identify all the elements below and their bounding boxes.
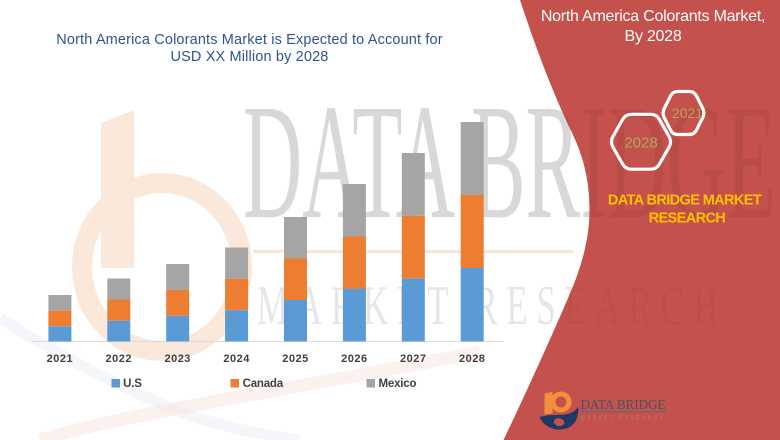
svg-text:2025: 2025: [282, 353, 308, 365]
svg-text:2021: 2021: [672, 105, 703, 121]
svg-text:2028: 2028: [624, 135, 657, 152]
svg-text:RESEARCH: RESEARCH: [649, 211, 726, 227]
svg-text:U.S: U.S: [123, 378, 142, 390]
svg-text:Canada: Canada: [243, 378, 284, 390]
svg-text:2026: 2026: [341, 353, 367, 365]
svg-text:Mexico: Mexico: [379, 378, 417, 390]
svg-text:2021: 2021: [47, 353, 73, 365]
svg-text:2024: 2024: [223, 353, 250, 365]
svg-text:DATA BRIDGE: DATA BRIDGE: [581, 397, 666, 412]
svg-text:2028: 2028: [459, 353, 485, 365]
svg-text:DATA BRIDGE MARKET: DATA BRIDGE MARKET: [608, 193, 762, 209]
svg-text:2022: 2022: [106, 353, 132, 365]
svg-text:2023: 2023: [164, 353, 190, 365]
svg-text:MARKET RESEARCH: MARKET RESEARCH: [581, 415, 666, 422]
svg-text:2027: 2027: [400, 353, 426, 365]
